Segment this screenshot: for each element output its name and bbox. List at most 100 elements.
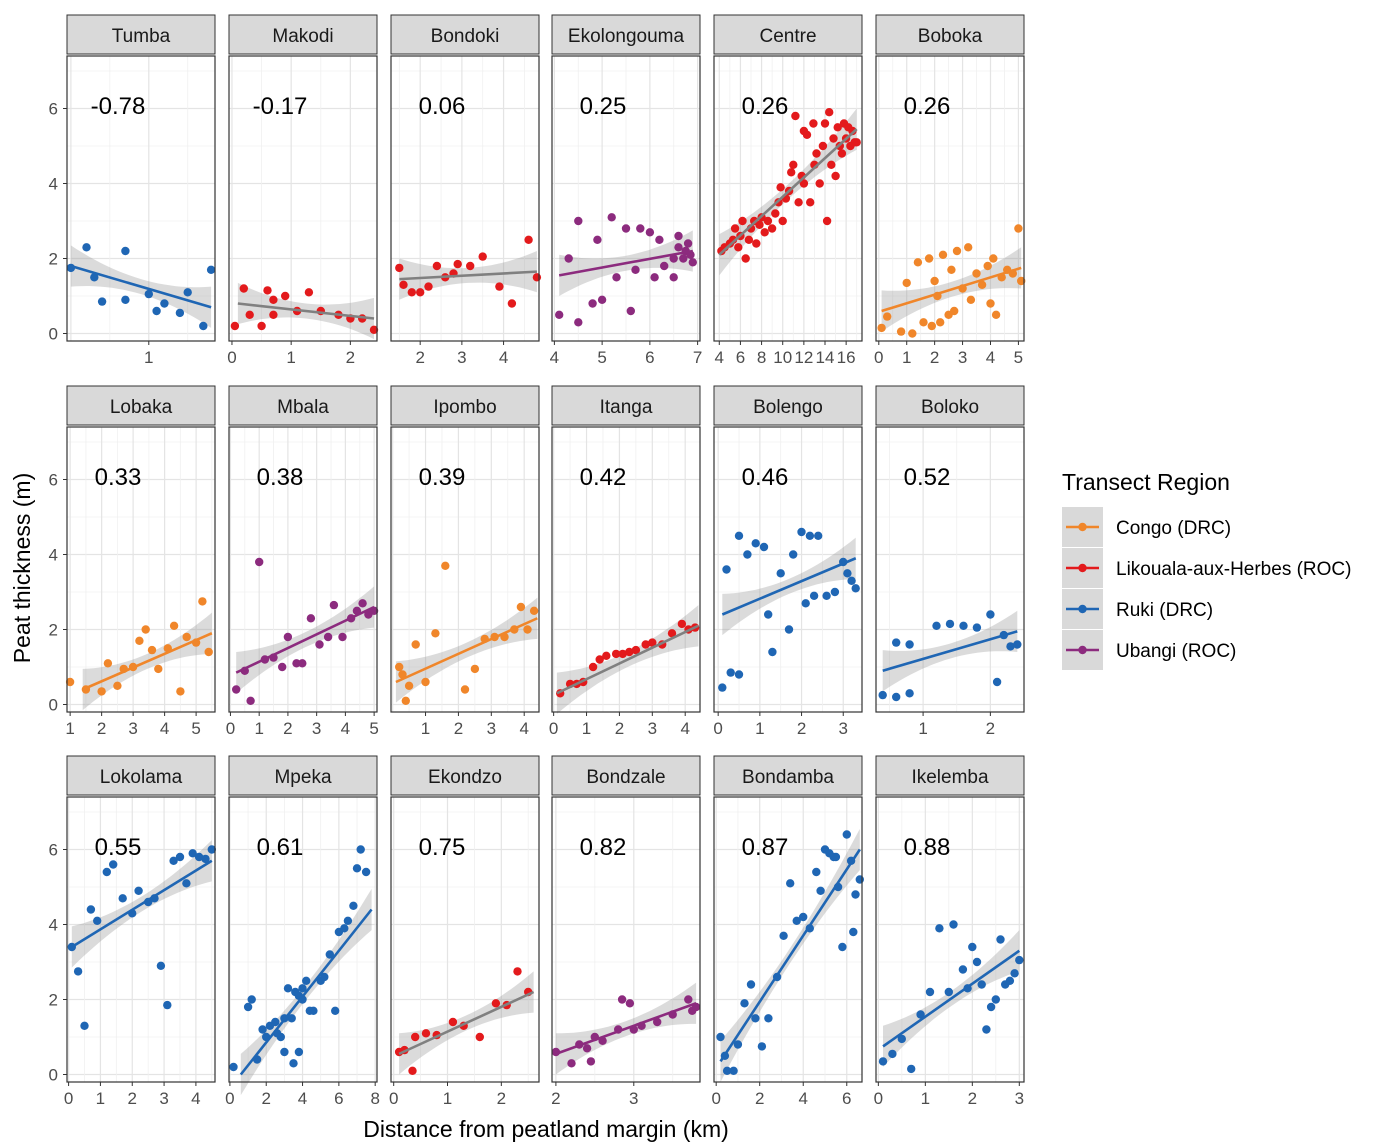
panel-strip [228, 14, 378, 55]
data-point [204, 647, 213, 657]
data-point [797, 527, 806, 537]
panel-strip-label: Mpeka [274, 767, 331, 788]
panel-border [390, 796, 540, 1083]
data-point [738, 216, 747, 226]
data-point [513, 967, 522, 976]
x-tick-label: 3 [312, 719, 321, 738]
data-point [982, 1025, 991, 1034]
data-point [913, 258, 923, 267]
x-tick-label: 1 [902, 348, 911, 367]
data-point [908, 329, 917, 338]
data-point [986, 1002, 996, 1012]
x-tick-label: 3 [128, 719, 137, 738]
data-point [636, 224, 645, 233]
data-point [278, 662, 287, 672]
data-point [916, 1010, 925, 1019]
data-point [229, 1062, 238, 1072]
data-point [280, 1047, 289, 1057]
x-tick-label: 2 [415, 348, 424, 367]
data-point [597, 295, 607, 304]
data-point [617, 995, 627, 1004]
data-point [799, 912, 808, 922]
correlation-label: 0.55 [95, 834, 142, 861]
data-point [991, 310, 1001, 319]
data-point [966, 295, 976, 304]
data-point [586, 1057, 596, 1066]
data-point [897, 1034, 906, 1044]
panel-strip-label: Lobaka [110, 397, 173, 418]
data-point [776, 569, 785, 578]
legend-entries: Congo (DRC) Likouala-aux-Herbes (ROC) Ruki… [1062, 507, 1351, 670]
data-point [650, 273, 659, 282]
data-point [269, 310, 278, 319]
y-tick-label: 4 [49, 916, 58, 935]
x-tick-label: 4 [341, 719, 350, 738]
data-point [1010, 969, 1019, 978]
data-point [733, 1040, 743, 1049]
data-point [812, 867, 821, 877]
data-point [97, 687, 106, 696]
data-point [404, 681, 414, 690]
x-tick-label: 2 [968, 1089, 977, 1108]
data-point [441, 561, 450, 570]
x-tick-label: 2 [128, 1089, 137, 1108]
data-point [356, 845, 365, 854]
data-point [90, 273, 99, 282]
regression-line [395, 617, 538, 684]
data-point [121, 295, 130, 304]
data-point [349, 901, 358, 910]
data-point [1015, 955, 1024, 965]
data-point [768, 647, 777, 657]
data-point [684, 995, 693, 1004]
panel-background [391, 427, 539, 712]
panel-strip-label: Bolengo [753, 397, 823, 418]
data-point [734, 243, 743, 252]
data-point [809, 119, 818, 128]
x-tick-label: 8 [370, 1089, 379, 1108]
y-tick-label: 0 [49, 696, 58, 715]
x-tick-label: 4 [519, 719, 528, 738]
x-tick-label: 0 [389, 1089, 398, 1108]
panel-strip-label: Itanga [600, 397, 653, 418]
panel-strip [551, 385, 701, 426]
data-point [947, 265, 956, 274]
y-tick-label: 0 [49, 325, 58, 344]
data-point [118, 894, 127, 903]
data-point [784, 625, 794, 634]
x-tick-label: 4 [550, 348, 559, 367]
data-point [230, 321, 240, 331]
data-point [495, 282, 504, 291]
data-point [892, 638, 901, 647]
x-tick-label: 0 [713, 719, 722, 738]
data-point [283, 984, 293, 993]
x-tick-label: 0 [874, 348, 883, 367]
data-point [507, 299, 517, 308]
regression-line [556, 624, 699, 695]
data-point [283, 632, 293, 642]
data-point [843, 569, 852, 578]
data-point [298, 984, 307, 993]
x-tick-label: 2 [346, 348, 355, 367]
data-point [726, 668, 735, 677]
data-point [746, 980, 756, 989]
panel-mbala: Mbala 0.38 0 1 2 3 4 5 [226, 385, 379, 738]
data-point [812, 149, 821, 158]
data-point [792, 916, 801, 925]
data-point [431, 629, 440, 638]
data-point [986, 299, 995, 308]
data-point [602, 651, 611, 660]
data-point [399, 280, 408, 289]
data-point [331, 1006, 340, 1015]
correlation-label: 0.39 [419, 464, 466, 491]
panel-strip [390, 385, 540, 426]
data-point [304, 288, 314, 297]
data-point [855, 875, 864, 884]
data-point [593, 235, 602, 244]
data-point [847, 576, 856, 585]
x-tick-label: 3 [159, 1089, 168, 1108]
data-point [1005, 976, 1015, 985]
legend-label: Ubangi (ROC) [1116, 641, 1236, 662]
panel-makodi: Makodi -0.17 0 1 2 [227, 14, 379, 367]
data-point [407, 288, 416, 297]
data-point [555, 310, 564, 319]
